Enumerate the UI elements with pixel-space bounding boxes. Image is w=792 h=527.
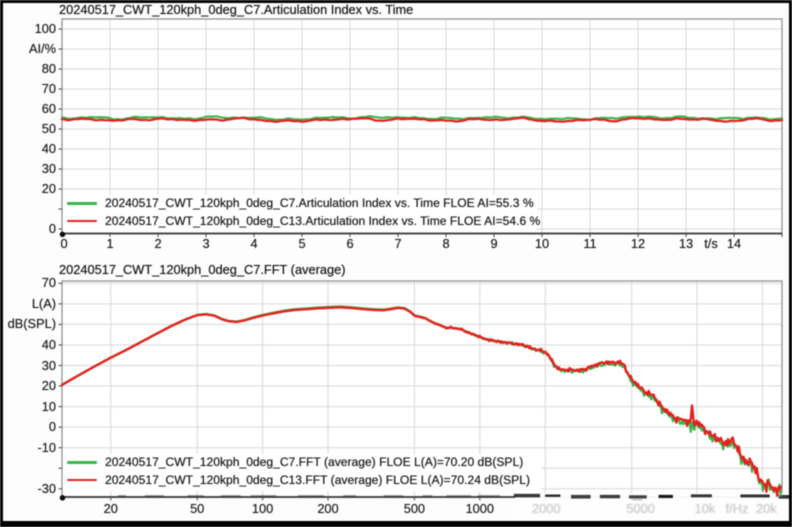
- legend-line-red: [67, 478, 97, 482]
- top-chart-y-tick-label: 60: [41, 101, 56, 116]
- bottom-chart-y-tick-label: 30: [41, 357, 56, 373]
- bottom-chart-x-tick-label: 10k: [694, 500, 716, 516]
- frame-right: [789, 0, 792, 527]
- top-chart-y-tick-label: 30: [41, 161, 56, 176]
- top-chart-x-tick-label: 3: [202, 236, 210, 251]
- legend-label: 20240517_CWT_120kph_0deg_C7.Articulation…: [105, 196, 534, 210]
- legend-line-green: [67, 202, 97, 205]
- legend-label: 20240517_CWT_120kph_0deg_C13.Articulatio…: [105, 213, 541, 228]
- bottom-chart-x-tick-label: 1000: [465, 500, 495, 516]
- bottom-chart-y-tick-label: 70: [41, 275, 56, 291]
- legend-label: 20240517_CWT_120kph_0deg_C7.FFT (average…: [105, 455, 524, 469]
- top-chart-y-tick-label: 20: [41, 181, 56, 196]
- bottom-chart-x-tick-label: 100: [251, 500, 274, 516]
- top-chart-x-axis-unit: t/s: [704, 236, 718, 251]
- bottom-chart-legend: 20240517_CWT_120kph_0deg_C7.FFT (average…: [63, 453, 541, 491]
- bottom-chart-x-tick-label: 20k: [756, 500, 777, 516]
- bottom-chart-y-tick-label: 10: [41, 398, 56, 414]
- top-chart-x-tick-label: 10: [534, 236, 550, 251]
- bottom-chart-y-tick-label: 20: [41, 378, 56, 394]
- bottom-chart-x-tick-label: 20: [103, 500, 118, 516]
- bottom-chart-y-tick-label: 0: [48, 419, 56, 435]
- top-chart-x-tick-label: 5: [298, 236, 306, 251]
- top-chart-x-tick-label: 4: [250, 236, 258, 251]
- top-chart-x-tick-label: 8: [442, 236, 450, 251]
- top-chart-x-tick-label: 12: [630, 236, 646, 251]
- bottom-chart-y-tick-label: -10: [37, 439, 57, 455]
- bottom-chart-y-tick-label: dB(SPL): [7, 316, 56, 332]
- legend-item: 20240517_CWT_120kph_0deg_C13.FFT (averag…: [63, 472, 541, 488]
- frame-bottom: [0, 521, 792, 527]
- bottom-chart-title: 20240517_CWT_120kph_0deg_C7.FFT (average…: [59, 262, 346, 277]
- legend-line-red: [67, 219, 97, 223]
- top-chart-y-tick-label: 70: [41, 81, 56, 96]
- top-chart-x-tick-label: 0: [60, 236, 68, 251]
- legend-label: 20240517_CWT_120kph_0deg_C13.FFT (averag…: [105, 472, 530, 487]
- top-chart-x-tick-label: 7: [394, 236, 402, 251]
- legend-item: 20240517_CWT_120kph_0deg_C7.Articulation…: [63, 195, 537, 211]
- top-chart-y-tick-label: 100: [34, 21, 56, 36]
- top-chart-y-tick-label: AI/%: [28, 41, 56, 56]
- top-chart-title: 20240517_CWT_120kph_0deg_C7.Articulation…: [59, 2, 414, 17]
- top-chart-y-tick-label: 0: [48, 221, 56, 236]
- bottom-chart-x-axis-unit: f/Hz: [725, 500, 749, 516]
- top-chart-y-tick-label: 40: [41, 141, 56, 156]
- frame-left: [0, 0, 3, 527]
- top-chart-x-tick-label: 1: [106, 236, 114, 251]
- top-chart-x-tick-label: 13: [678, 236, 694, 251]
- bottom-chart-y-tick-label: 40: [41, 337, 56, 352]
- bottom-chart-x-tick-label: 500: [403, 500, 426, 516]
- bottom-chart-x-tick-label: 2000: [531, 500, 561, 516]
- top-chart-y-tick-label: 50: [41, 121, 56, 136]
- bottom-chart-x-tick-label: 50: [190, 500, 205, 516]
- top-chart-x-tick-label: 9: [490, 236, 498, 251]
- top-chart-x-tick-label: 14: [726, 236, 742, 251]
- legend-item: 20240517_CWT_120kph_0deg_C7.FFT (average…: [63, 454, 541, 470]
- bottom-chart-x-tick-label: 5000: [626, 500, 655, 516]
- top-chart-x-tick-label: 11: [583, 236, 597, 251]
- legend-item: 20240517_CWT_120kph_0deg_C13.Articulatio…: [63, 213, 541, 229]
- bottom-chart-y-tick-label: -30: [37, 480, 57, 496]
- smudge-overlay: [512, 499, 788, 517]
- bottom-chart-y-tick-label: L(A): [31, 295, 56, 311]
- legend-line-green: [67, 461, 97, 464]
- bottom-chart-x-tick-label: 200: [317, 500, 339, 516]
- top-chart-x-tick-label: 2: [154, 236, 162, 251]
- top-chart-legend: 20240517_CWT_120kph_0deg_C7.Articulation…: [63, 194, 541, 232]
- top-chart-y-tick-label: 80: [41, 61, 56, 76]
- frame-top: [0, 0, 792, 3]
- top-chart-x-tick-label: 6: [346, 236, 354, 251]
